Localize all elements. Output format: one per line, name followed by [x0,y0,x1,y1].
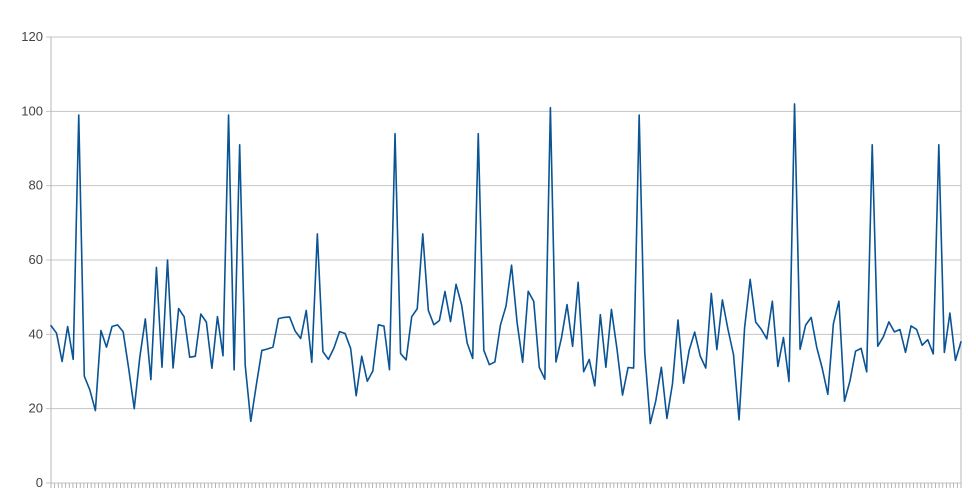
svg-text:120: 120 [21,29,43,44]
svg-text:80: 80 [29,178,43,193]
svg-text:100: 100 [21,103,43,118]
svg-text:0: 0 [36,475,43,490]
svg-text:40: 40 [29,326,43,341]
svg-text:20: 20 [29,401,43,416]
svg-text:60: 60 [29,252,43,267]
